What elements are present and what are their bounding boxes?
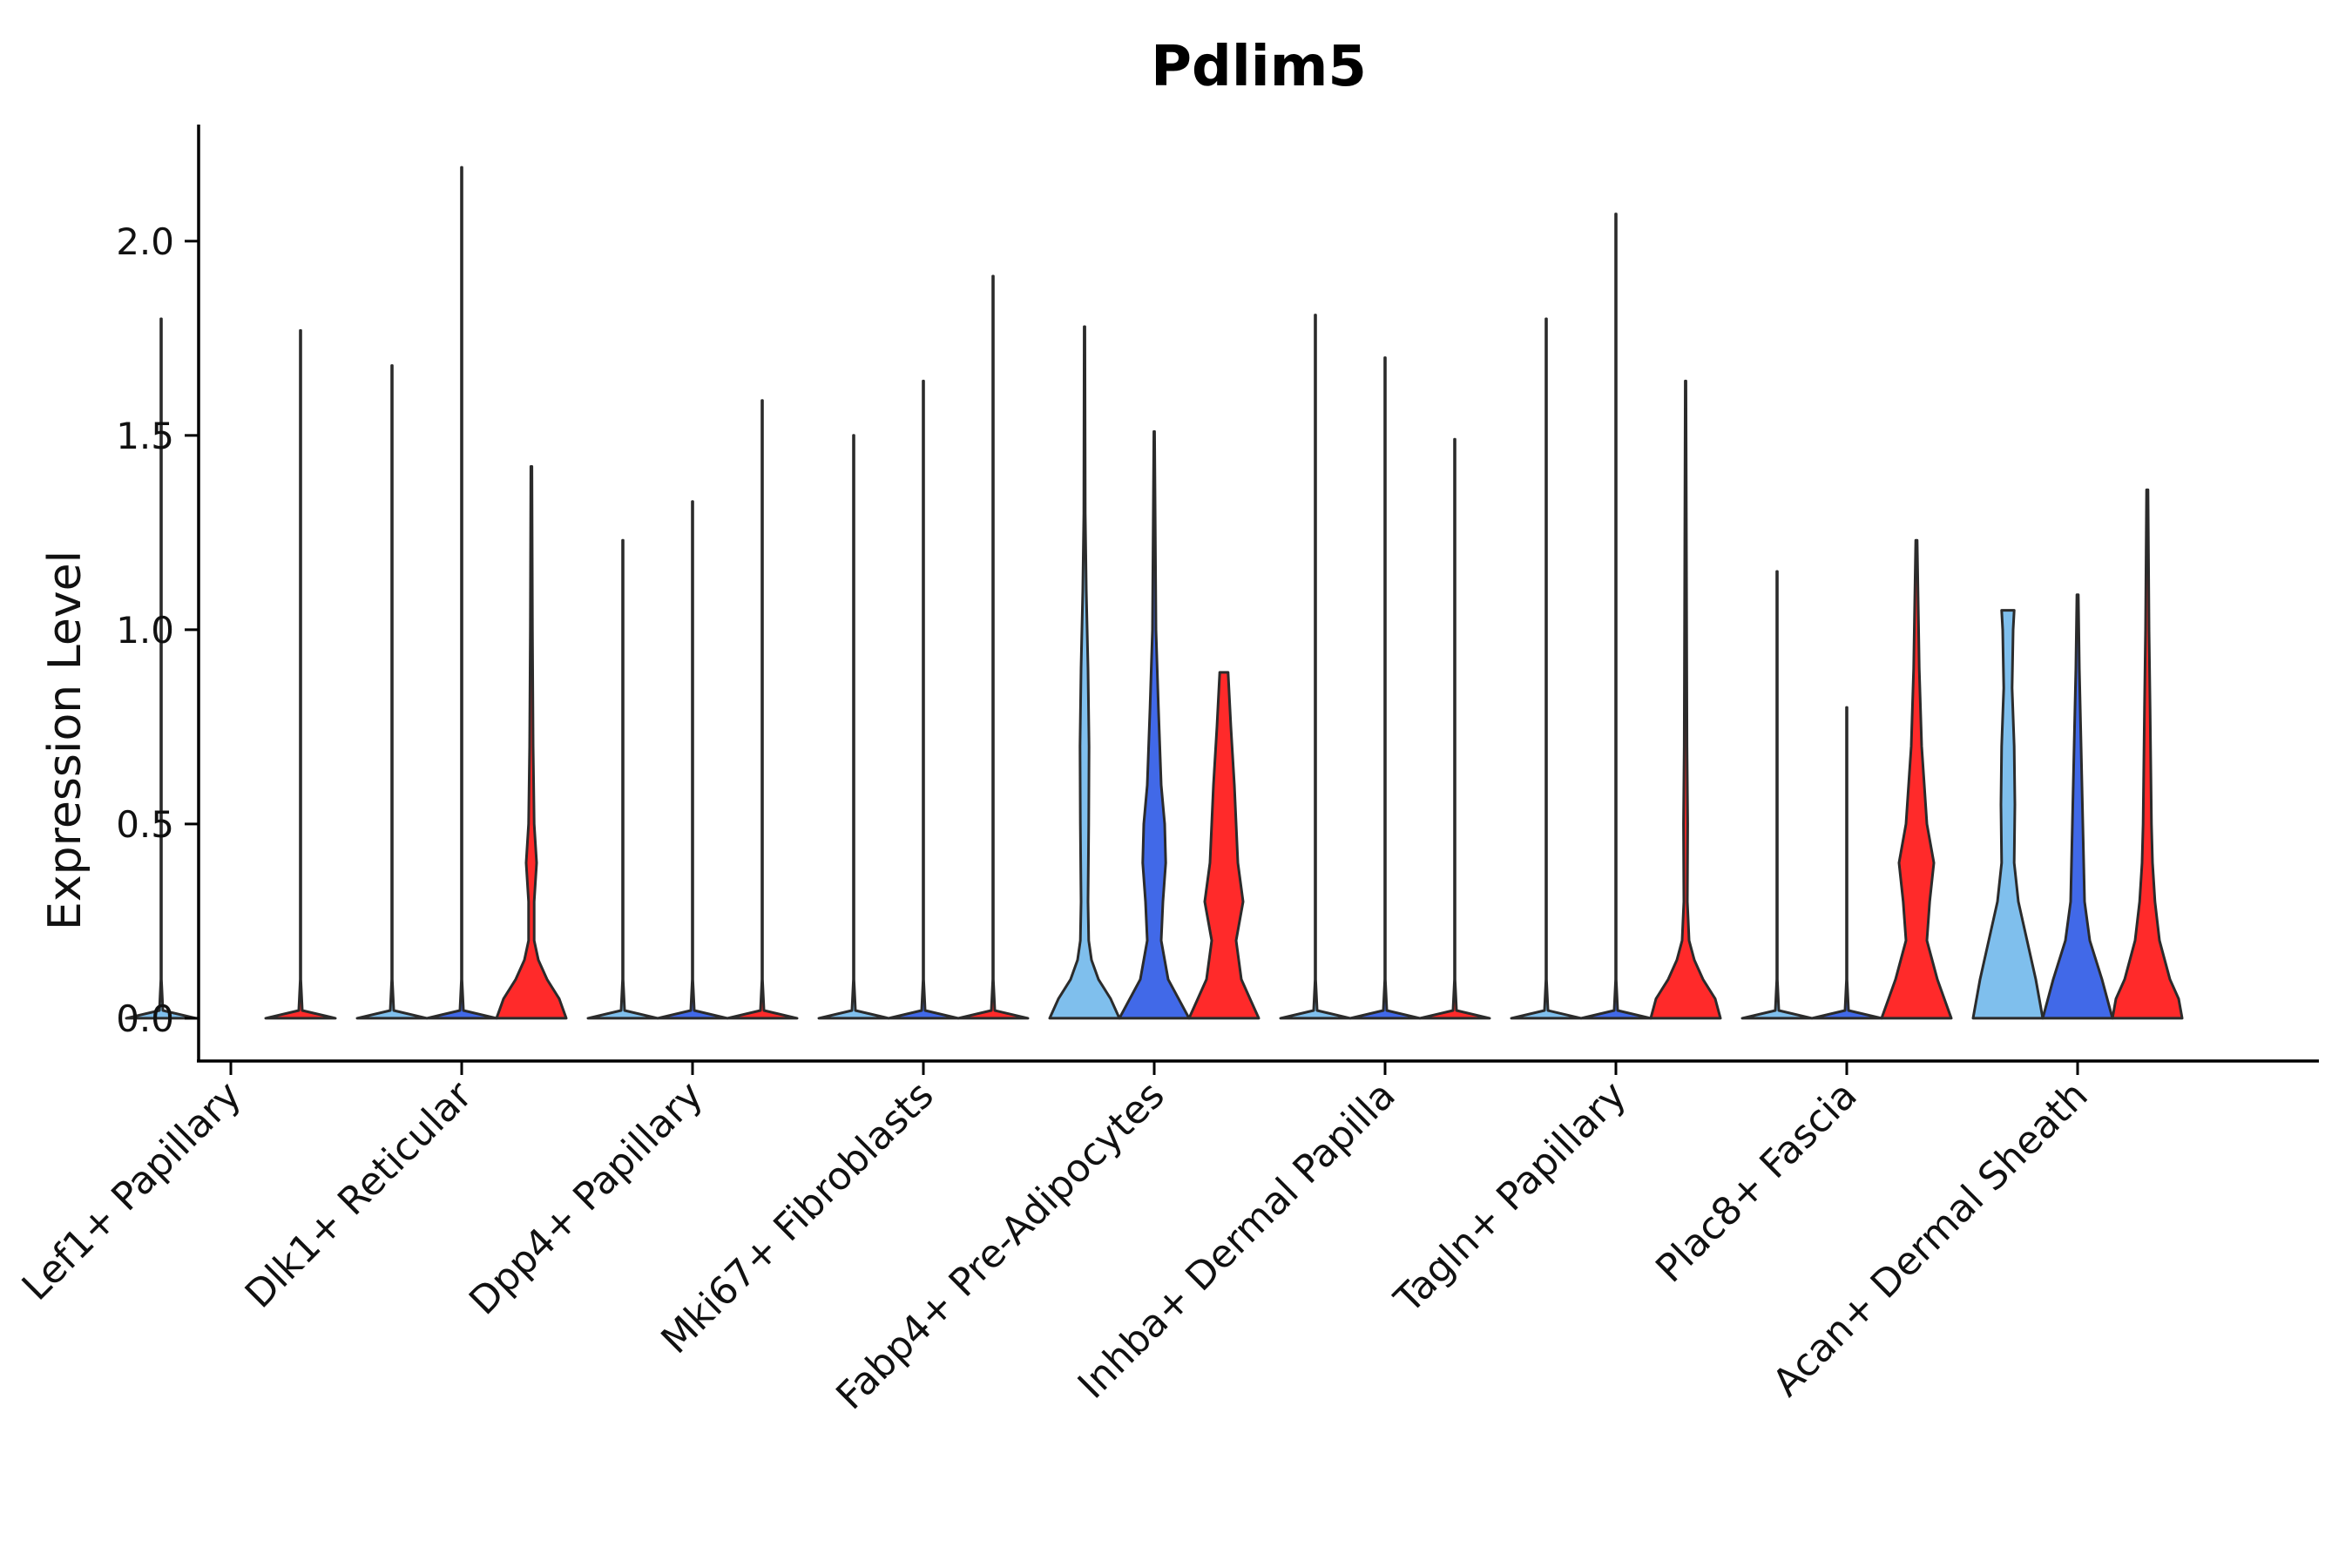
violin-group xyxy=(125,166,2184,1020)
violin-plac8-fascia-2 xyxy=(1810,706,1883,1020)
violin-mki67-fibroblasts-3 xyxy=(956,274,1030,1020)
violin-dpp4-papillary-1 xyxy=(586,538,659,1020)
y-tick-label: 0.0 xyxy=(116,997,174,1040)
violin-lef1-papillary-1 xyxy=(125,317,198,1020)
y-axis-label: Expression Level xyxy=(39,551,91,930)
violin-dlk1-reticular-2 xyxy=(425,166,498,1020)
violin-dlk1-reticular-1 xyxy=(355,364,429,1020)
violin-inhba-dermal-papilla-2 xyxy=(1348,356,1422,1020)
y-tick-label: 2.0 xyxy=(116,220,174,263)
violin-fabp4-pre-adipocytes-2 xyxy=(1118,429,1191,1020)
violin-mki67-fibroblasts-2 xyxy=(887,379,960,1020)
violin-plac8-fascia-1 xyxy=(1740,570,1814,1020)
violin-inhba-dermal-papilla-1 xyxy=(1279,314,1352,1020)
x-tick-label: Dlk1+ Reticular xyxy=(237,1072,482,1317)
violin-fabp4-pre-adipocytes-3 xyxy=(1187,671,1260,1020)
violin-tagln-papillary-3 xyxy=(1649,379,1722,1020)
violin-tagln-papillary-2 xyxy=(1579,213,1652,1020)
violin-dpp4-papillary-3 xyxy=(726,399,799,1020)
violin-dlk1-reticular-3 xyxy=(495,465,568,1020)
x-tick-label: Plac8+ Fascia xyxy=(1647,1073,1866,1292)
x-tick-label: Tagln+ Papillary xyxy=(1386,1073,1635,1322)
violin-plac8-fascia-3 xyxy=(1880,538,1953,1020)
violin-acan-dermal-sheath-2 xyxy=(2041,593,2114,1020)
y-tick-label: 1.5 xyxy=(116,415,174,457)
violin-tagln-papillary-1 xyxy=(1510,317,1583,1020)
x-tick-label: Lef1+ Papillary xyxy=(14,1073,250,1309)
violin-dpp4-papillary-2 xyxy=(656,500,729,1020)
violin-fabp4-pre-adipocytes-1 xyxy=(1048,325,1121,1020)
chart-title: Pdlim5 xyxy=(1151,35,1367,99)
y-tick-label: 1.0 xyxy=(116,609,174,652)
y-tick-label: 0.5 xyxy=(116,803,174,846)
y-ticks: 0.0 0.5 1.0 1.5 2.0 xyxy=(116,220,199,1040)
x-tick-label: Dpp4+ Papillary xyxy=(461,1073,712,1324)
violin-acan-dermal-sheath-1 xyxy=(1971,609,2044,1020)
violin-acan-dermal-sheath-3 xyxy=(2111,488,2184,1020)
violin-lef1-papillary-3 xyxy=(264,328,337,1020)
violin-inhba-dermal-papilla-3 xyxy=(1418,437,1491,1020)
violin-mki67-fibroblasts-1 xyxy=(817,434,890,1020)
